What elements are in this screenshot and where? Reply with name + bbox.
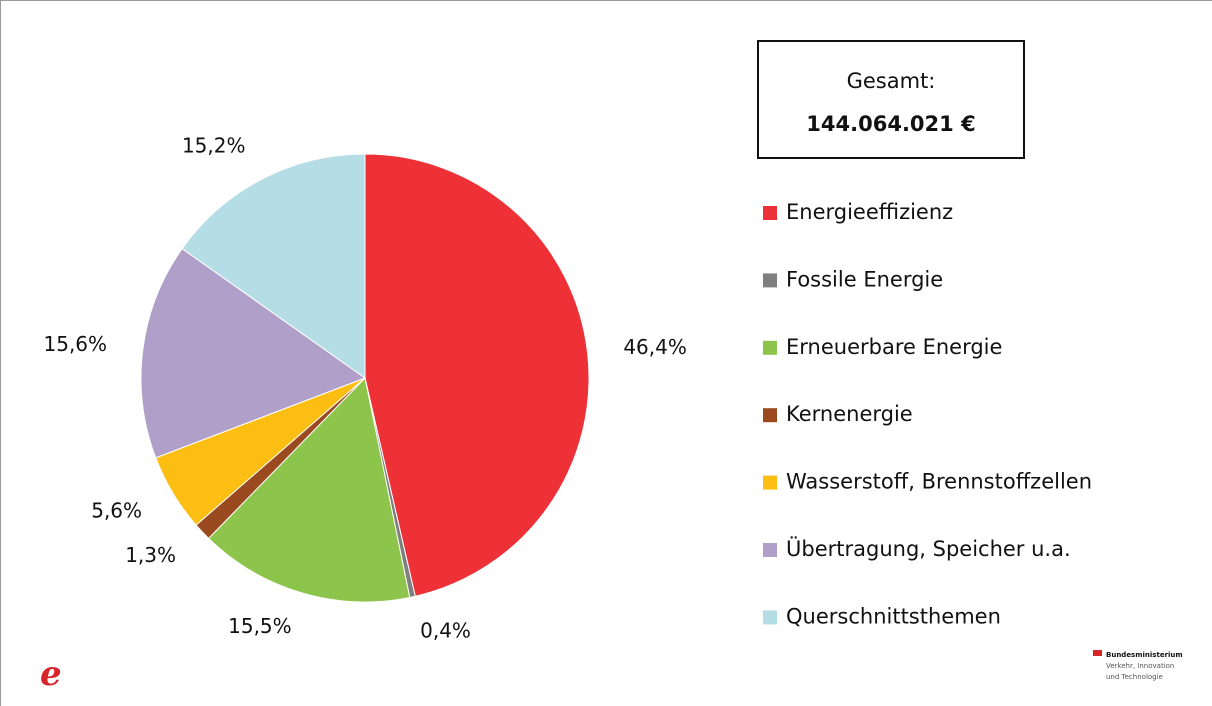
legend-label: Querschnittsthemen: [786, 604, 1001, 628]
legend-swatch: [763, 408, 777, 423]
legend-swatch: [763, 206, 777, 220]
data-label: 0,4%: [420, 619, 471, 643]
pie-slice: [181, 153, 366, 379]
data-label: 5,6%: [91, 498, 142, 522]
legend-swatch: [763, 273, 777, 288]
logo-text: und Technologie: [1106, 673, 1163, 681]
legend-label: Erneuerbare Energie: [786, 335, 1002, 359]
data-label: 46,4%: [623, 335, 687, 359]
pie-slice: [140, 247, 367, 459]
pie-slice: [207, 376, 411, 603]
legend-label: Wasserstoff, Brennstoffzellen: [786, 470, 1092, 494]
logo-text: Verkehr, Innovation: [1106, 662, 1174, 670]
logo-flag: [1093, 650, 1102, 656]
logo-left: e: [40, 654, 62, 694]
total-value: 144.064.021 €: [806, 112, 975, 136]
logo-text: Bundesministerium: [1106, 651, 1183, 659]
data-label: 15,6%: [44, 332, 108, 356]
total-label: Gesamt:: [847, 69, 936, 93]
legend-label: Übertragung, Speicher u.a.: [786, 536, 1071, 561]
legend-swatch: [763, 340, 777, 355]
legend-label: Fossile Energie: [786, 267, 943, 291]
total-box: [757, 40, 1025, 159]
legend-swatch: [763, 475, 777, 490]
legend-label: Kernenergie: [786, 402, 913, 426]
pie-slice: [364, 153, 590, 597]
data-label: 15,5%: [228, 614, 292, 638]
legend-swatch: [763, 543, 777, 557]
legend-label: Energieeffizienz: [786, 200, 953, 224]
data-label: 1,3%: [125, 543, 176, 567]
data-label: 15,2%: [182, 134, 246, 158]
legend-swatch: [763, 610, 777, 625]
